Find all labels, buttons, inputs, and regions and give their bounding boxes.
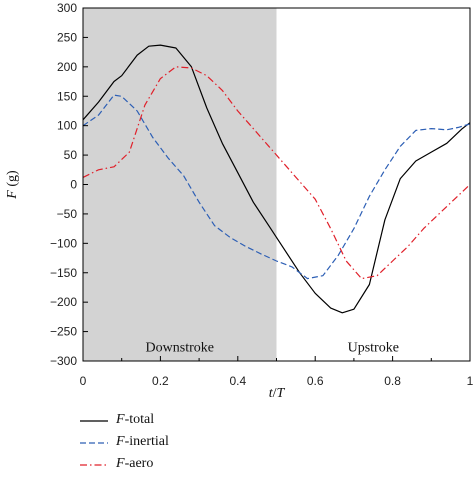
y-axis-label-unit: (g) [5, 170, 20, 190]
legend-label-total-rest: -total [124, 412, 155, 427]
y-tick-label: −100 [50, 236, 77, 250]
y-tick-label: 50 [64, 148, 78, 162]
legend-swatch-aero [80, 464, 108, 466]
x-tick-label: 0.4 [229, 374, 246, 388]
y-tick-label: 200 [57, 60, 77, 74]
legend-label-aero-rest: -aero [124, 456, 154, 471]
y-axis-label-symbol: F [5, 190, 20, 200]
x-axis-label-t: t [269, 386, 274, 401]
legend-item-inertial: F-inertial [80, 434, 280, 452]
x-tick-label: 0 [80, 374, 87, 388]
x-axis-label-T: T [276, 386, 285, 401]
series-line-inertial [82, 94, 471, 280]
legend-label-inertial-rest: -inertial [124, 434, 169, 449]
y-tick-label: −300 [50, 354, 77, 368]
y-tick-label: 250 [57, 30, 77, 44]
y-tick-label: −200 [50, 295, 77, 309]
y-tick-label: −250 [50, 325, 77, 339]
y-tick-label: 100 [57, 119, 77, 133]
legend-item-total: F-total [80, 412, 280, 430]
legend-label-aero: F-aero [116, 456, 153, 472]
legend-swatch-total [80, 420, 108, 422]
y-tick-label: 0 [70, 178, 77, 192]
y-tick-label: −150 [50, 266, 77, 280]
legend-label-aero-symbol: F [116, 456, 125, 471]
y-axis: 300 250 200 150 100 50 0 −50 −100 −150 −200 −250 −30… [50, 1, 88, 368]
x-tick-label: 0.2 [152, 374, 169, 388]
x-axis: 0 0.2 0.4 0.6 0.8 1 [80, 356, 474, 388]
legend-swatch-inertial [80, 442, 108, 444]
legend: F-total F-inertial F-aero [80, 410, 280, 495]
line-chart: 300 250 200 150 100 50 0 −50 −100 −150 −200 −250 −30… [5, 1, 474, 401]
legend-label-total-symbol: F [116, 412, 125, 427]
legend-label-total: F-total [116, 412, 154, 428]
y-tick-label: 150 [57, 89, 77, 103]
downstroke-label: Downstroke [146, 340, 214, 355]
y-tick-label: −50 [57, 207, 78, 221]
y-axis-label: F (g) [5, 170, 20, 200]
legend-label-inertial-symbol: F [116, 434, 125, 449]
upstroke-label: Upstroke [348, 340, 399, 355]
downstroke-shaded-region [83, 8, 277, 361]
x-axis-label-slash: / [273, 386, 277, 401]
x-tick-label: 1 [467, 374, 474, 388]
x-tick-label: 0.8 [384, 374, 401, 388]
legend-item-aero: F-aero [80, 456, 280, 474]
series-line-aero [82, 66, 471, 280]
x-tick-label: 0.6 [307, 374, 324, 388]
x-axis-label: t/T [269, 386, 286, 401]
series-line-total [82, 44, 471, 314]
y-tick-label: 300 [57, 1, 77, 15]
series-layer [82, 44, 471, 314]
legend-label-inertial: F-inertial [116, 434, 169, 450]
